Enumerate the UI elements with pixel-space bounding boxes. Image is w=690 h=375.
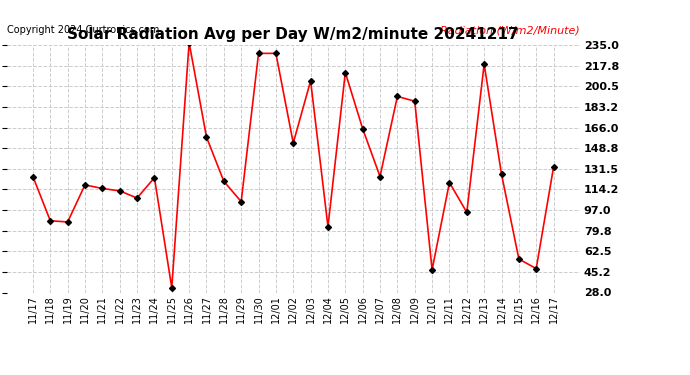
- Title: Solar Radiation Avg per Day W/m2/minute 20241217: Solar Radiation Avg per Day W/m2/minute …: [68, 27, 519, 42]
- Text: Copyright 2024 Curtronics.com: Copyright 2024 Curtronics.com: [7, 25, 159, 35]
- Text: Radiation (W/m2/Minute): Radiation (W/m2/Minute): [440, 25, 580, 35]
